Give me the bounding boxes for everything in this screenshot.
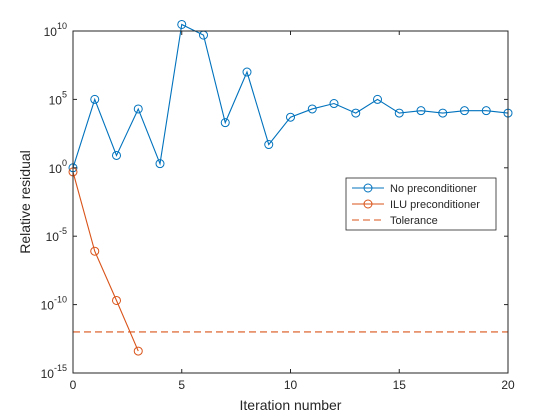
data-point — [329, 99, 339, 109]
series-line — [72, 171, 139, 352]
legend-marker — [363, 183, 373, 193]
y-tick-label: 1010 — [44, 21, 67, 39]
data-point — [394, 108, 404, 118]
x-tick-label: 20 — [501, 378, 515, 392]
data-point — [264, 140, 274, 150]
x-tick-label: 10 — [284, 378, 298, 392]
data-point — [177, 19, 187, 29]
data-point — [242, 67, 252, 77]
y-tick-label: 10-5 — [46, 226, 67, 244]
data-point — [133, 346, 143, 356]
x-tick-label: 0 — [70, 378, 77, 392]
data-point — [112, 150, 121, 160]
data-point — [286, 112, 295, 122]
legend-marker — [363, 199, 373, 209]
data-point — [112, 295, 121, 305]
series-line — [72, 23, 509, 168]
x-tick-label: 5 — [178, 378, 185, 392]
x-tick-label: 15 — [393, 378, 407, 392]
data-point — [155, 159, 165, 169]
data-point — [90, 94, 100, 104]
y-tick-label: 10-10 — [41, 295, 67, 313]
legend-entry: ILU preconditioner — [390, 199, 480, 211]
data-point — [460, 106, 469, 116]
y-axis-label: Relative residual — [17, 150, 33, 254]
legend: No preconditioner ILU preconditioner Toler… — [345, 177, 497, 231]
data-point — [373, 94, 382, 104]
data-point — [133, 104, 143, 114]
data-point — [351, 108, 361, 118]
y-tick-label: 100 — [49, 158, 67, 176]
data-point — [416, 106, 426, 116]
x-axis-label: Iteration number — [240, 397, 342, 413]
y-tick-label: 105 — [49, 89, 67, 107]
data-point — [307, 104, 317, 114]
data-point — [481, 106, 491, 116]
ticks-layer: 0 5 10 15 20 10-15 10-10 10-5 100 105 1010 — [41, 21, 515, 392]
y-tick-label: 10-15 — [41, 363, 67, 381]
data-point — [90, 246, 100, 256]
series-0 — [68, 19, 513, 173]
series-1 — [68, 167, 143, 356]
data-point — [438, 108, 448, 118]
series-layer — [68, 19, 513, 356]
data-point — [220, 118, 230, 128]
legend-entry: Tolerance — [390, 215, 438, 227]
legend-entry: No preconditioner — [390, 183, 477, 195]
